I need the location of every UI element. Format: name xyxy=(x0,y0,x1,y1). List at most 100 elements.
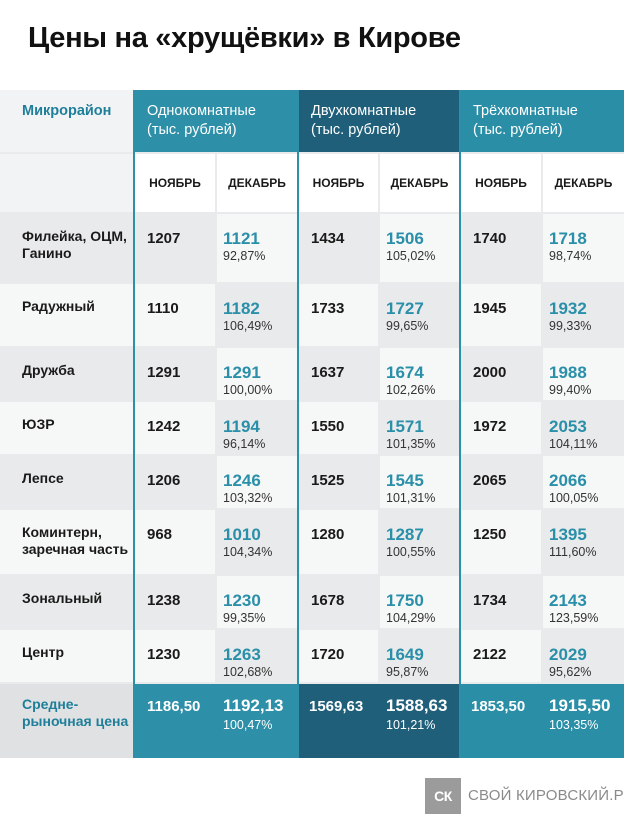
three-room-dec-value: 2143 xyxy=(549,591,587,610)
three-room-dec: 1932 99,33% xyxy=(543,284,624,346)
one-room-dec-percent: 103,32% xyxy=(223,491,273,505)
one-room-dec: 1246 103,32% xyxy=(217,456,297,508)
two-room-dec: 1750 104,29% xyxy=(380,576,459,628)
brand-logo-icon: СК xyxy=(425,778,461,814)
two-room-nov: 1720 xyxy=(299,630,378,682)
header-district-cell: Микрорайон xyxy=(0,90,133,152)
header-two-room-unit: (тыс. рублей) xyxy=(311,122,401,138)
three-room-dec-percent: 95,62% xyxy=(549,665,592,679)
header-two-room: Двухкомнатные (тыс. рублей) xyxy=(299,90,459,152)
district-name: ЮЗР xyxy=(0,402,133,454)
one-room-dec: 1182 106,49% xyxy=(217,284,297,346)
table-row: Лепсе 1206 1246 103,32% 1525 1545 101,31% … xyxy=(0,456,624,508)
one-room-dec-percent: 100,00% xyxy=(223,383,273,397)
header-district-label: Микрорайон xyxy=(22,103,112,119)
two-room-dec-percent: 101,31% xyxy=(386,491,436,505)
two-room-dec-percent: 105,02% xyxy=(386,249,436,263)
two-room-dec: 1287 100,55% xyxy=(380,510,459,574)
header-two-room-title: Двухкомнатные xyxy=(311,103,417,119)
three-room-dec: 1988 99,40% xyxy=(543,348,624,400)
column-divider xyxy=(459,90,461,758)
three-room-dec-percent: 99,40% xyxy=(549,383,592,397)
two-room-dec-percent: 100,55% xyxy=(386,545,436,559)
two-room-dec-percent: 101,35% xyxy=(386,437,436,451)
average-three-room-nov: 1853,50 xyxy=(471,698,526,715)
month-dec-one-room: ДЕКАБРЬ xyxy=(217,154,297,212)
two-room-dec-value: 1571 xyxy=(386,417,424,436)
month-row-empty-cell xyxy=(0,154,133,212)
three-room-dec-value: 2053 xyxy=(549,417,587,436)
three-room-dec-value: 1932 xyxy=(549,299,587,318)
three-room-dec-percent: 111,60% xyxy=(549,545,597,559)
header-one-room-unit: (тыс. рублей) xyxy=(147,122,237,138)
three-room-dec: 1395 111,60% xyxy=(543,510,624,574)
two-room-dec-value: 1750 xyxy=(386,591,424,610)
one-room-dec-percent: 102,68% xyxy=(223,665,273,679)
one-room-dec-value: 1182 xyxy=(223,299,260,318)
three-room-nov: 2122 xyxy=(461,630,541,682)
one-room-dec: 1121 92,87% xyxy=(217,214,297,282)
one-room-nov: 1291 xyxy=(135,348,215,400)
average-three-room-dec: 1915,50 103,35% xyxy=(549,696,610,732)
three-room-nov: 2065 xyxy=(461,456,541,508)
header-three-room-title: Трёхкомнатные xyxy=(473,103,578,119)
one-room-dec-value: 1230 xyxy=(223,591,261,610)
three-room-nov: 1734 xyxy=(461,576,541,628)
average-two-room-dec-percent: 101,21% xyxy=(386,718,436,732)
two-room-dec-value: 1727 xyxy=(386,299,424,318)
two-room-dec-value: 1506 xyxy=(386,229,424,248)
average-three-room-dec-percent: 103,35% xyxy=(549,718,599,732)
two-room-dec: 1727 99,65% xyxy=(380,284,459,346)
month-dec-three-room: ДЕКАБРЬ xyxy=(543,154,624,212)
one-room-dec: 1230 99,35% xyxy=(217,576,297,628)
average-three-room-dec-value: 1915,50 xyxy=(549,696,611,715)
average-one-room-dec-value: 1192,13 xyxy=(223,696,284,715)
one-room-dec-percent: 99,35% xyxy=(223,611,266,625)
three-room-dec-value: 1988 xyxy=(549,363,587,382)
table-row: Центр 1230 1263 102,68% 1720 1649 95,87% 2… xyxy=(0,630,624,682)
three-room-dec-value: 1718 xyxy=(549,229,587,248)
district-name: Центр xyxy=(0,630,133,682)
three-room-dec: 2143 123,59% xyxy=(543,576,624,628)
three-room-dec-percent: 123,59% xyxy=(549,611,599,625)
two-room-nov: 1434 xyxy=(299,214,378,282)
two-room-nov: 1280 xyxy=(299,510,378,574)
district-name: Радужный xyxy=(0,284,133,346)
two-room-dec: 1545 101,31% xyxy=(380,456,459,508)
two-room-nov: 1733 xyxy=(299,284,378,346)
district-name: Зональный xyxy=(0,576,133,628)
one-room-dec-value: 1010 xyxy=(223,525,261,544)
two-room-dec: 1506 105,02% xyxy=(380,214,459,282)
two-room-dec: 1571 101,35% xyxy=(380,402,459,454)
one-room-dec-value: 1194 xyxy=(223,417,260,436)
one-room-dec-value: 1263 xyxy=(223,645,261,664)
two-room-dec-value: 1649 xyxy=(386,645,424,664)
three-room-dec-percent: 98,74% xyxy=(549,249,592,263)
three-room-nov: 2000 xyxy=(461,348,541,400)
two-room-nov: 1525 xyxy=(299,456,378,508)
average-one-room-nov: 1186,50 xyxy=(147,698,201,715)
one-room-nov: 1207 xyxy=(135,214,215,282)
three-room-dec-percent: 100,05% xyxy=(549,491,599,505)
one-room-nov: 968 xyxy=(135,510,215,574)
one-room-dec-percent: 104,34% xyxy=(223,545,273,559)
table-row: Дружба 1291 1291 100,00% 1637 1674 102,26%… xyxy=(0,348,624,400)
district-name: Коминтерн, заречная часть xyxy=(0,510,133,574)
district-name: Лепсе xyxy=(0,456,133,508)
average-one-room-dec: 1192,13 100,47% xyxy=(223,696,284,732)
district-name: Филейка, ОЦМ, Ганино xyxy=(0,214,133,282)
header-three-room-unit: (тыс. рублей) xyxy=(473,122,563,138)
header-one-room: Однокомнатные (тыс. рублей) xyxy=(135,90,297,152)
table-row: Радужный 1110 1182 106,49% 1733 1727 99,65… xyxy=(0,284,624,346)
one-room-dec: 1194 96,14% xyxy=(217,402,297,454)
average-one-room-dec-percent: 100,47% xyxy=(223,718,273,732)
three-room-dec-percent: 104,11% xyxy=(549,437,598,451)
two-room-dec-percent: 102,26% xyxy=(386,383,436,397)
two-room-dec-value: 1287 xyxy=(386,525,424,544)
one-room-dec: 1263 102,68% xyxy=(217,630,297,682)
two-room-dec-percent: 95,87% xyxy=(386,665,429,679)
three-room-dec: 2053 104,11% xyxy=(543,402,624,454)
three-room-nov: 1740 xyxy=(461,214,541,282)
one-room-dec-value: 1121 xyxy=(223,229,260,248)
table-row: Филейка, ОЦМ, Ганино 1207 1121 92,87% 143… xyxy=(0,214,624,282)
